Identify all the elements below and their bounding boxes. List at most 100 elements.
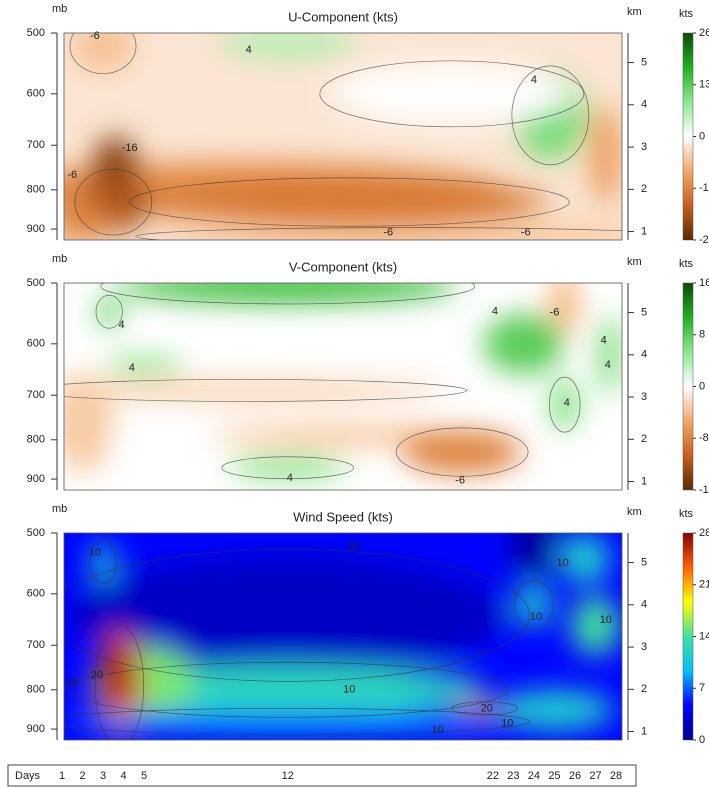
contour-label: 20 — [481, 703, 493, 715]
y2-tick-label: 1 — [641, 475, 647, 487]
field-blobs — [64, 33, 622, 240]
contour-line — [128, 177, 570, 227]
x-tick-label: 23 — [507, 770, 519, 782]
contour-line — [100, 283, 475, 305]
colorbar-label: kts — [679, 8, 694, 20]
contour-label: 20 — [91, 670, 103, 682]
colorbar-label: kts — [679, 508, 694, 520]
x-tick-label: 5 — [141, 770, 147, 782]
contour-line — [89, 539, 117, 585]
days-box — [7, 764, 637, 787]
field-blob — [402, 430, 523, 475]
contour-line — [135, 227, 622, 240]
y-tick-label: 700 — [27, 389, 45, 401]
field-blob — [227, 457, 348, 478]
y-tick-label: 600 — [27, 588, 45, 600]
colorbar-tick-label: 7 — [699, 682, 705, 694]
field-blob — [105, 647, 134, 698]
contour-label: 4 — [492, 306, 498, 318]
y-tick-label: 500 — [27, 27, 45, 39]
field-blob — [515, 582, 552, 627]
y2-tick-label: 2 — [641, 433, 647, 445]
contour-line — [64, 379, 467, 402]
colorbar-tick-label: -8 — [699, 432, 709, 444]
contour-line — [69, 33, 137, 74]
contour-label: -16 — [122, 142, 138, 154]
y-tick-label: 500 — [27, 527, 45, 539]
y2-tick-label: 2 — [641, 683, 647, 695]
colorbar-tick-label: 21 — [699, 579, 709, 591]
contour-label: 10 — [557, 557, 569, 569]
field-blob — [73, 33, 134, 72]
x-tick-label: 25 — [548, 770, 560, 782]
field-blobs — [67, 533, 621, 740]
x-tick-label: 24 — [528, 770, 540, 782]
y2-axis-label: km — [627, 6, 642, 18]
y-tick-label: 700 — [27, 639, 45, 651]
colorbar-tick-label: -13 — [699, 182, 709, 194]
field-blob — [160, 228, 622, 240]
y2-axis-label: km — [627, 256, 642, 268]
field-blob — [67, 709, 508, 734]
y2-tick-label: 4 — [641, 599, 647, 611]
contour-line — [395, 427, 529, 477]
contour-line — [319, 60, 585, 128]
x-tick-label: 2 — [79, 770, 85, 782]
y-tick-label: 700 — [27, 139, 45, 151]
field-blob — [599, 314, 620, 395]
y-tick-label: 800 — [27, 184, 45, 196]
field-blob — [64, 380, 447, 401]
y-tick-label: 900 — [27, 473, 45, 485]
x-tick-label: 4 — [120, 770, 126, 782]
chart-title: U-Component (kts) — [288, 9, 398, 24]
contour-label: 10 — [347, 541, 359, 553]
field-blob — [508, 533, 559, 577]
y-axis-label: mb — [52, 503, 67, 515]
x-tick-label: 3 — [100, 770, 106, 782]
field-blob — [560, 533, 611, 584]
y2-tick-label: 3 — [641, 641, 647, 653]
contour-line — [64, 549, 530, 682]
contour-label: -6 — [521, 226, 531, 238]
x-tick-label: 28 — [610, 770, 622, 782]
field-blob — [550, 379, 579, 430]
colorbar-tick-label: 0 — [699, 734, 705, 746]
contour-field — [64, 33, 622, 240]
y-tick-label: 800 — [27, 434, 45, 446]
y-tick-label: 800 — [27, 684, 45, 696]
field-blob — [149, 180, 550, 225]
x-tick-label: 26 — [569, 770, 581, 782]
y2-axis-label: km — [627, 506, 642, 518]
contour-line — [74, 168, 153, 236]
plot-frame — [63, 532, 623, 741]
contour-line — [221, 456, 355, 480]
colorbar-tick-label: 0 — [699, 130, 705, 142]
y-axis-label: mb — [52, 253, 67, 265]
contour-line — [94, 624, 144, 740]
contour-label: -6 — [90, 30, 100, 42]
y2-tick-label: 5 — [641, 556, 647, 568]
y-axis-label: mb — [52, 3, 67, 15]
contour-label: 10 — [343, 684, 355, 696]
contour-line — [64, 708, 530, 736]
colorbar-tick-label: 16 — [699, 277, 709, 289]
field-blob — [570, 595, 621, 656]
field-blob — [67, 555, 508, 676]
field-blob — [117, 283, 458, 303]
colorbar-label: kts — [679, 258, 694, 270]
field-blob — [97, 296, 122, 327]
y-tick-label: 600 — [27, 338, 45, 350]
y2-tick-label: 1 — [641, 725, 647, 737]
y-tick-label: 500 — [27, 277, 45, 289]
chart-title: V-Component (kts) — [289, 259, 397, 274]
field-blob — [550, 283, 579, 333]
contour-line — [548, 376, 581, 433]
colorbar-tick-label: -26 — [699, 234, 709, 246]
colorbar-tick-label: 13 — [699, 79, 709, 91]
x-tick-label: 27 — [589, 770, 601, 782]
field-blob — [64, 372, 113, 473]
y2-tick-label: 1 — [641, 225, 647, 237]
y2-tick-label: 4 — [641, 99, 647, 111]
